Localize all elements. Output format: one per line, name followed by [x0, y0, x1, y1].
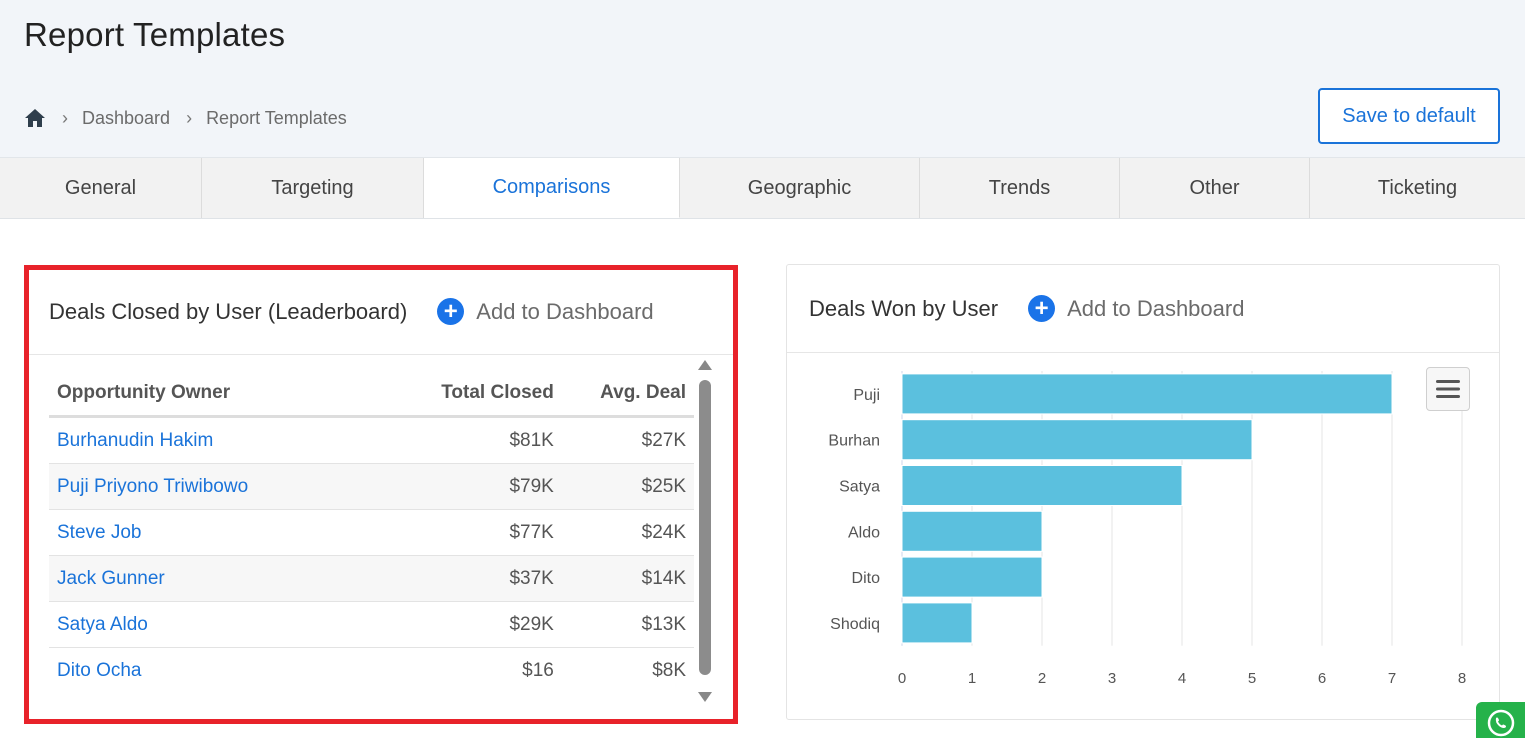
- category-tick-label: Burhan: [828, 433, 880, 450]
- tab-geographic[interactable]: Geographic: [680, 158, 920, 218]
- avg-deal-cell: $8K: [561, 647, 694, 693]
- table-row: Jack Gunner $37K $14K: [49, 555, 694, 602]
- value-tick-label: 4: [1178, 670, 1186, 685]
- avg-deal-cell: $25K: [561, 463, 694, 510]
- plus-circle-icon: +: [437, 298, 465, 325]
- chart-menu-button[interactable]: [1426, 367, 1470, 411]
- leaderboard-panel: Deals Closed by User (Leaderboard) + Add…: [28, 268, 734, 720]
- table-row: Dito Ocha $16 $8K: [49, 647, 694, 693]
- bar[interactable]: [901, 510, 1043, 552]
- owner-link[interactable]: Dito Ocha: [57, 659, 142, 681]
- whatsapp-chat-button[interactable]: [1476, 702, 1525, 738]
- tab-other[interactable]: Other: [1120, 158, 1310, 218]
- tab-comparisons[interactable]: Comparisons: [424, 158, 680, 218]
- owner-link[interactable]: Puji Priyono Triwibowo: [57, 475, 249, 497]
- total-closed-cell: $81K: [395, 416, 562, 464]
- save-to-default-button[interactable]: Save to default: [1318, 88, 1500, 144]
- total-closed-cell: $37K: [395, 555, 562, 602]
- scroll-down-arrow-icon[interactable]: [698, 692, 712, 702]
- owner-link[interactable]: Satya Aldo: [57, 613, 148, 635]
- tab-ticketing[interactable]: Ticketing: [1377, 176, 1458, 199]
- bar[interactable]: [901, 373, 1393, 415]
- whatsapp-icon: [1487, 709, 1514, 737]
- value-tick-label: 2: [1038, 670, 1046, 685]
- value-tick-label: 8: [1458, 670, 1466, 685]
- avg-deal-cell: $24K: [561, 509, 694, 556]
- deals-won-panel: Deals Won by User + Add to Dashboard Puj…: [786, 264, 1500, 720]
- owner-link[interactable]: Steve Job: [57, 521, 142, 543]
- leaderboard-header: Deals Closed by User (Leaderboard) + Add…: [29, 269, 733, 355]
- bar[interactable]: [901, 465, 1183, 506]
- value-tick-label: 0: [898, 670, 906, 685]
- add-to-dashboard-button[interactable]: + Add to Dashboard: [437, 298, 654, 325]
- bar[interactable]: [901, 556, 1043, 598]
- breadcrumb: › Dashboard › Report Templates: [24, 104, 347, 132]
- add-to-dashboard-button[interactable]: + Add to Dashboard: [1028, 295, 1244, 322]
- table-row: Satya Aldo $29K $13K: [49, 601, 694, 648]
- category-tick-label: Dito: [852, 570, 881, 587]
- avg-deal-cell: $27K: [561, 416, 694, 464]
- table-row: Puji Priyono Triwibowo $79K $25K: [49, 463, 694, 510]
- breadcrumb-item-dashboard[interactable]: Dashboard: [82, 107, 171, 128]
- bar[interactable]: [901, 419, 1253, 461]
- tab-general[interactable]: General: [0, 158, 202, 218]
- table-row: Burhanudin Hakim $81K $27K: [49, 416, 694, 464]
- value-tick-label: 3: [1108, 670, 1116, 685]
- plus-circle-icon: +: [1028, 295, 1056, 322]
- total-closed-cell: $29K: [395, 601, 562, 648]
- chevron-right-icon: ›: [186, 107, 193, 128]
- add-to-dashboard-label: Add to Dashboard: [1067, 295, 1245, 321]
- deals-won-header: Deals Won by User + Add to Dashboard: [787, 265, 1499, 353]
- value-tick-label: 6: [1318, 670, 1326, 685]
- page-header: Report Templates › Dashboard › Report Te…: [0, 0, 1525, 158]
- tab-targeting[interactable]: Targeting: [202, 158, 424, 218]
- category-tick-label: Puji: [853, 387, 880, 404]
- home-icon[interactable]: [24, 108, 46, 128]
- bar[interactable]: [901, 602, 973, 644]
- column-header-avg-deal[interactable]: Avg. Deal: [561, 371, 694, 418]
- value-tick-label: 7: [1388, 670, 1396, 685]
- scrollbar-thumb[interactable]: [699, 380, 711, 675]
- report-tabs: General Targeting Comparisons Geographic…: [0, 157, 1525, 219]
- scroll-up-arrow-icon[interactable]: [698, 360, 712, 370]
- value-tick-label: 5: [1248, 670, 1256, 685]
- total-closed-cell: $16: [395, 647, 562, 693]
- total-closed-cell: $77K: [395, 509, 562, 556]
- leaderboard-table: Opportunity Owner Total Closed Avg. Deal…: [49, 371, 694, 693]
- avg-deal-cell: $14K: [561, 555, 694, 602]
- value-tick-label: 1: [968, 670, 976, 685]
- owner-link[interactable]: Burhanudin Hakim: [57, 429, 214, 451]
- deals-won-chart: Puji Burhan Satya Aldo Dito Shodiq 0 1 2 3 4 5 6 7 8: [828, 371, 1466, 685]
- hamburger-menu-icon: [1436, 380, 1460, 398]
- deals-won-title: Deals Won by User: [809, 295, 999, 321]
- tab-trends[interactable]: Trends: [920, 158, 1120, 218]
- page-title: Report Templates: [24, 16, 286, 53]
- avg-deal-cell: $13K: [561, 601, 694, 648]
- column-header-total-closed[interactable]: Total Closed: [395, 371, 562, 418]
- owner-link[interactable]: Jack Gunner: [57, 567, 165, 589]
- breadcrumb-item-report-templates: Report Templates: [206, 107, 347, 128]
- add-to-dashboard-label: Add to Dashboard: [476, 298, 654, 324]
- column-header-owner[interactable]: Opportunity Owner: [49, 371, 395, 418]
- table-header-row: Opportunity Owner Total Closed Avg. Deal: [49, 371, 694, 418]
- category-tick-label: Shodiq: [830, 616, 880, 633]
- leaderboard-title: Deals Closed by User (Leaderboard): [49, 298, 408, 324]
- category-tick-label: Satya: [839, 479, 880, 496]
- category-tick-label: Aldo: [848, 524, 880, 541]
- total-closed-cell: $79K: [395, 463, 562, 510]
- table-row: Steve Job $77K $24K: [49, 509, 694, 556]
- table-scrollbar[interactable]: [698, 360, 712, 702]
- chevron-right-icon: ›: [62, 107, 68, 128]
